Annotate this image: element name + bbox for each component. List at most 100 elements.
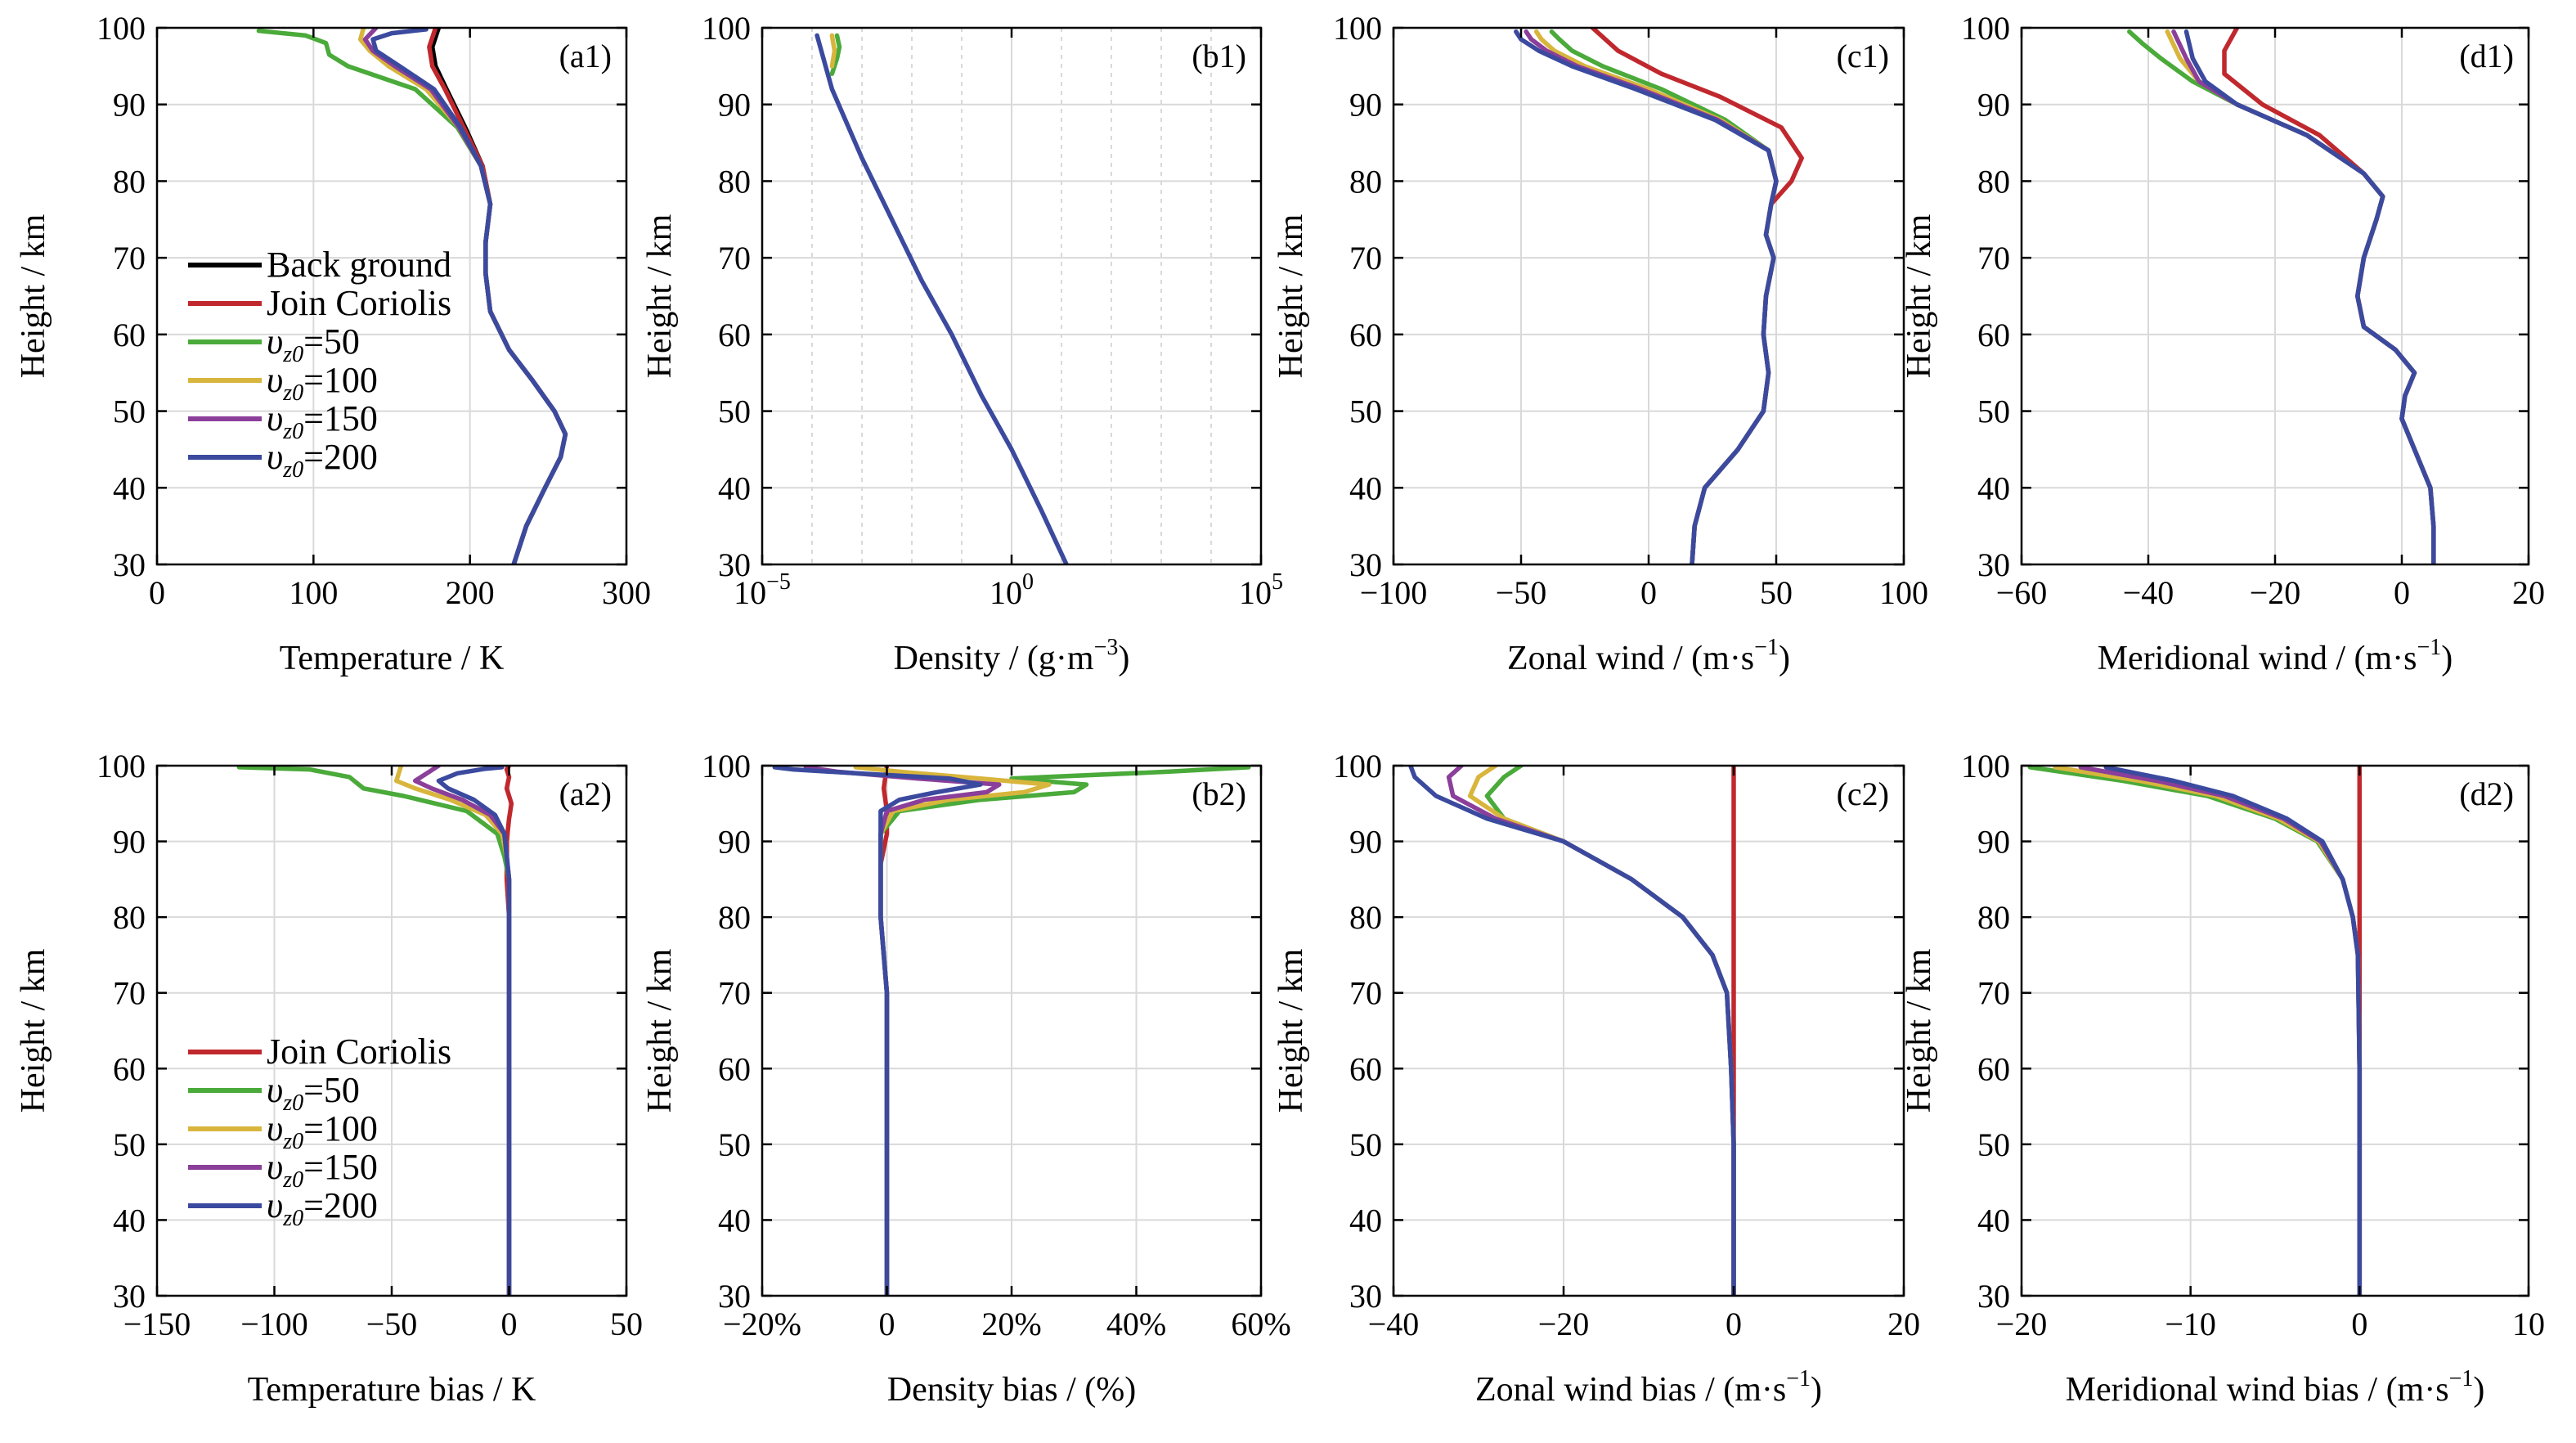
y-tick-label: 70 [718,975,751,1012]
x-tick-label: −40 [2123,574,2174,611]
y-tick-label: 100 [702,10,751,47]
y-axis-label: Height / km [1901,948,1938,1113]
plot-frame [1392,764,1905,1297]
y-tick-label: 100 [1961,10,2010,47]
x-tick-label: 300 [602,574,651,611]
x-tick-label: −20 [2250,574,2301,611]
panel-a1: 0 100 200 300 30 40 50 60 70 80 90 100 Temperature /… [15,10,651,677]
y-tick-label: 60 [1977,317,2010,353]
y-axis-label: Height / km [1901,214,1938,378]
panel-b1: 10−5 100 105 30 40 50 60 70 80 90 100 Density / (g·… [641,10,1283,677]
series-line-v50 [829,33,842,76]
series-line-v200 [2103,766,2363,1296]
x-axis-label: Temperature bias / K [248,1371,536,1409]
x-tick-label: −20% [723,1306,801,1342]
y-tick-label: 50 [718,393,751,430]
series-line-v100 [829,33,837,69]
panel-c1: −100 −50 0 50 100 30 40 50 60 70 80 90 100 Zonal wind… [1272,10,1928,677]
y-axis-label: Height / km [641,214,679,378]
y-tick-label: 50 [113,1126,146,1163]
x-tick-label: −20 [1538,1306,1590,1342]
y-tick-label: 90 [718,87,751,124]
x-tick-label: 20 [1887,1306,1920,1342]
x-tick-label: −40 [1368,1306,1420,1342]
series-group [815,33,1069,564]
legend-label: Join Coriolis [267,283,451,323]
y-tick-label: 30 [1349,1278,1382,1315]
panel-c2: −40 −20 0 20 30 40 50 60 70 80 90 100 Zonal wind bia… [1272,748,1920,1409]
y-tick-label: 60 [1349,1050,1382,1087]
series-line-v200 [772,766,983,1296]
y-tick-label: 90 [1349,87,1382,124]
y-tick-label: 80 [1349,163,1382,200]
y-tick-label: 40 [1977,1202,2010,1238]
panel-label: (a1) [559,38,612,74]
x-tick-label: 0 [149,574,165,611]
x-tick-label: −10 [2165,1306,2216,1342]
y-tick-label: 70 [1977,240,2010,276]
x-axis-label: Density / (g·m−3) [894,635,1130,677]
series-group [2027,766,2363,1296]
panel-label: (c1) [1837,38,1889,74]
panel-b2: −20% 0 20% 40% 60% 30 40 50 60 70 80 90 100 Density b… [641,748,1291,1409]
x-axis-label: Density bias / (%) [887,1371,1136,1409]
y-tick-label: 60 [113,1050,146,1087]
y-axis-label: Height / km [15,948,52,1113]
y-tick-label: 40 [1977,470,2010,506]
panel-d2: −20 −10 0 10 30 40 50 60 70 80 90 100 Meridional win… [1901,748,2545,1409]
legend-label: υz0=50 [267,321,360,367]
y-tick-label: 60 [718,317,751,353]
x-tick-label: 0 [1640,574,1657,611]
y-tick-label: 50 [1977,393,2010,430]
x-axis-label: Zonal wind / (m·s−1) [1507,635,1790,677]
series-line-v200 [370,28,568,564]
panel-d1: −60 −40 −20 0 20 30 40 50 60 70 80 90 100 Meridional … [1901,10,2545,677]
plot-area [157,28,626,564]
y-tick-label: 90 [1977,87,2010,124]
y-tick-label: 50 [718,1126,751,1163]
y-tick-label: 80 [718,163,751,200]
y-tick-label: 100 [1333,10,1382,47]
x-tick-label: −60 [1996,574,2048,611]
panel-label: (d1) [2459,38,2514,74]
panel-label: (d2) [2459,775,2514,812]
y-tick-label: 100 [1961,748,2010,784]
y-tick-label: 80 [113,899,146,936]
series-group [1408,766,1736,1296]
plot-frame [2020,764,2530,1297]
x-axis-label: Temperature / K [280,640,505,677]
y-axis-label: Height / km [641,948,679,1113]
y-tick-label: 40 [1349,470,1382,506]
legend-label: υz0=200 [267,437,378,483]
x-tick-label: 0 [501,1306,518,1342]
y-tick-label: 70 [1349,240,1382,276]
y-tick-label: 30 [718,546,751,583]
x-tick-label: 0 [879,1306,895,1342]
y-tick-label: 60 [1349,317,1382,353]
x-tick-label: 20 [2512,574,2545,611]
y-tick-label: 60 [113,317,146,353]
y-tick-label: 40 [718,1202,751,1238]
x-tick-label: 0 [1726,1306,1742,1342]
x-tick-label: 10−5 [734,569,791,611]
legend-label: υz0=100 [267,360,378,406]
y-tick-label: 100 [1333,748,1382,784]
x-tick-label: −100 [240,1306,308,1342]
y-tick-label: 90 [1977,824,2010,861]
series-group [772,766,1251,1296]
y-tick-label: 30 [1977,546,2010,583]
y-tick-label: 50 [1349,393,1382,430]
x-tick-label: −100 [1360,574,1428,611]
series-line-v200 [815,33,1069,564]
panel-label: (b2) [1192,775,1246,812]
y-axis-label: Height / km [15,214,52,378]
y-tick-label: 80 [113,163,146,200]
legend-label: υz0=200 [267,1185,378,1231]
x-tick-label: 105 [1239,569,1283,611]
x-tick-label: 100 [289,574,338,611]
legend-label: υz0=150 [267,398,378,444]
series-group [2127,28,2436,564]
series-line-v200 [1408,766,1736,1296]
